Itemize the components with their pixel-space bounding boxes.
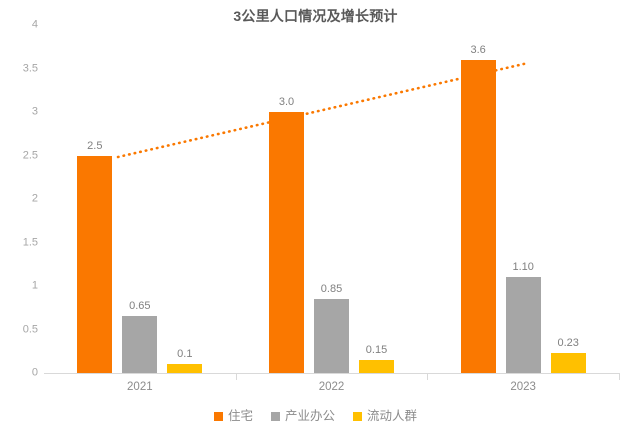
bar-value-label: 0.85 bbox=[320, 283, 343, 296]
x-axis-tick bbox=[619, 373, 620, 380]
bar-value-label: 0.15 bbox=[365, 343, 388, 356]
bar-value-label: 0.1 bbox=[177, 348, 193, 361]
x-axis-tick bbox=[427, 373, 429, 380]
bar[interactable] bbox=[550, 352, 586, 373]
legend-item[interactable]: 产业办公 bbox=[270, 409, 335, 423]
y-axis-tick-label: 0.5 bbox=[22, 323, 38, 335]
legend-swatch-icon bbox=[353, 412, 362, 421]
bar[interactable] bbox=[460, 59, 496, 373]
x-axis-tick bbox=[235, 373, 237, 380]
legend-item[interactable]: 流动人群 bbox=[353, 410, 417, 423]
y-axis: 0 0.5 1 1.5 2 2.5 3 3.5 4 bbox=[0, 19, 38, 378]
y-axis-tick-label: 1 bbox=[31, 279, 38, 292]
bar[interactable] bbox=[167, 364, 203, 373]
legend-label: 住宅 bbox=[227, 409, 253, 423]
y-axis-tick-label: 3 bbox=[31, 105, 38, 118]
bar-value-label: 1.10 bbox=[512, 261, 534, 274]
chart-legend: 住宅 产业办公 流动人群 bbox=[0, 410, 631, 423]
y-axis-tick-label: 4 bbox=[31, 18, 38, 31]
legend-label: 流动人群 bbox=[367, 409, 418, 423]
bar[interactable] bbox=[122, 316, 158, 373]
x-axis-category-label: 2021 bbox=[127, 381, 153, 393]
bar-value-label: 0.23 bbox=[557, 336, 579, 349]
y-axis-tick-label: 1.5 bbox=[22, 236, 38, 248]
y-axis-tick-label: 3.5 bbox=[22, 62, 38, 74]
bar-value-label: 3.6 bbox=[470, 43, 486, 56]
bar-value-label: 0.65 bbox=[129, 300, 151, 313]
legend-label: 产业办公 bbox=[284, 409, 335, 423]
x-axis-category-label: 2023 bbox=[510, 381, 536, 393]
bar[interactable] bbox=[77, 155, 113, 373]
y-axis-tick-label: 2.5 bbox=[22, 149, 38, 161]
chart-title: 3公里人口情况及增长预计 bbox=[233, 8, 398, 24]
y-axis-tick-label: 2 bbox=[31, 192, 38, 205]
bar[interactable] bbox=[505, 277, 541, 373]
x-axis-category-label: 2022 bbox=[318, 381, 345, 393]
bar-value-label: 3.0 bbox=[278, 96, 295, 108]
y-axis-tick-label: 0 bbox=[31, 366, 38, 379]
bar-value-label: 2.5 bbox=[87, 139, 103, 152]
bar[interactable] bbox=[269, 112, 304, 373]
bar[interactable] bbox=[314, 299, 349, 373]
x-axis-baseline bbox=[44, 373, 619, 374]
bar[interactable] bbox=[359, 359, 394, 373]
legend-swatch-icon bbox=[213, 412, 223, 421]
legend-item[interactable]: 住宅 bbox=[213, 409, 253, 423]
legend-swatch-icon bbox=[270, 412, 280, 421]
